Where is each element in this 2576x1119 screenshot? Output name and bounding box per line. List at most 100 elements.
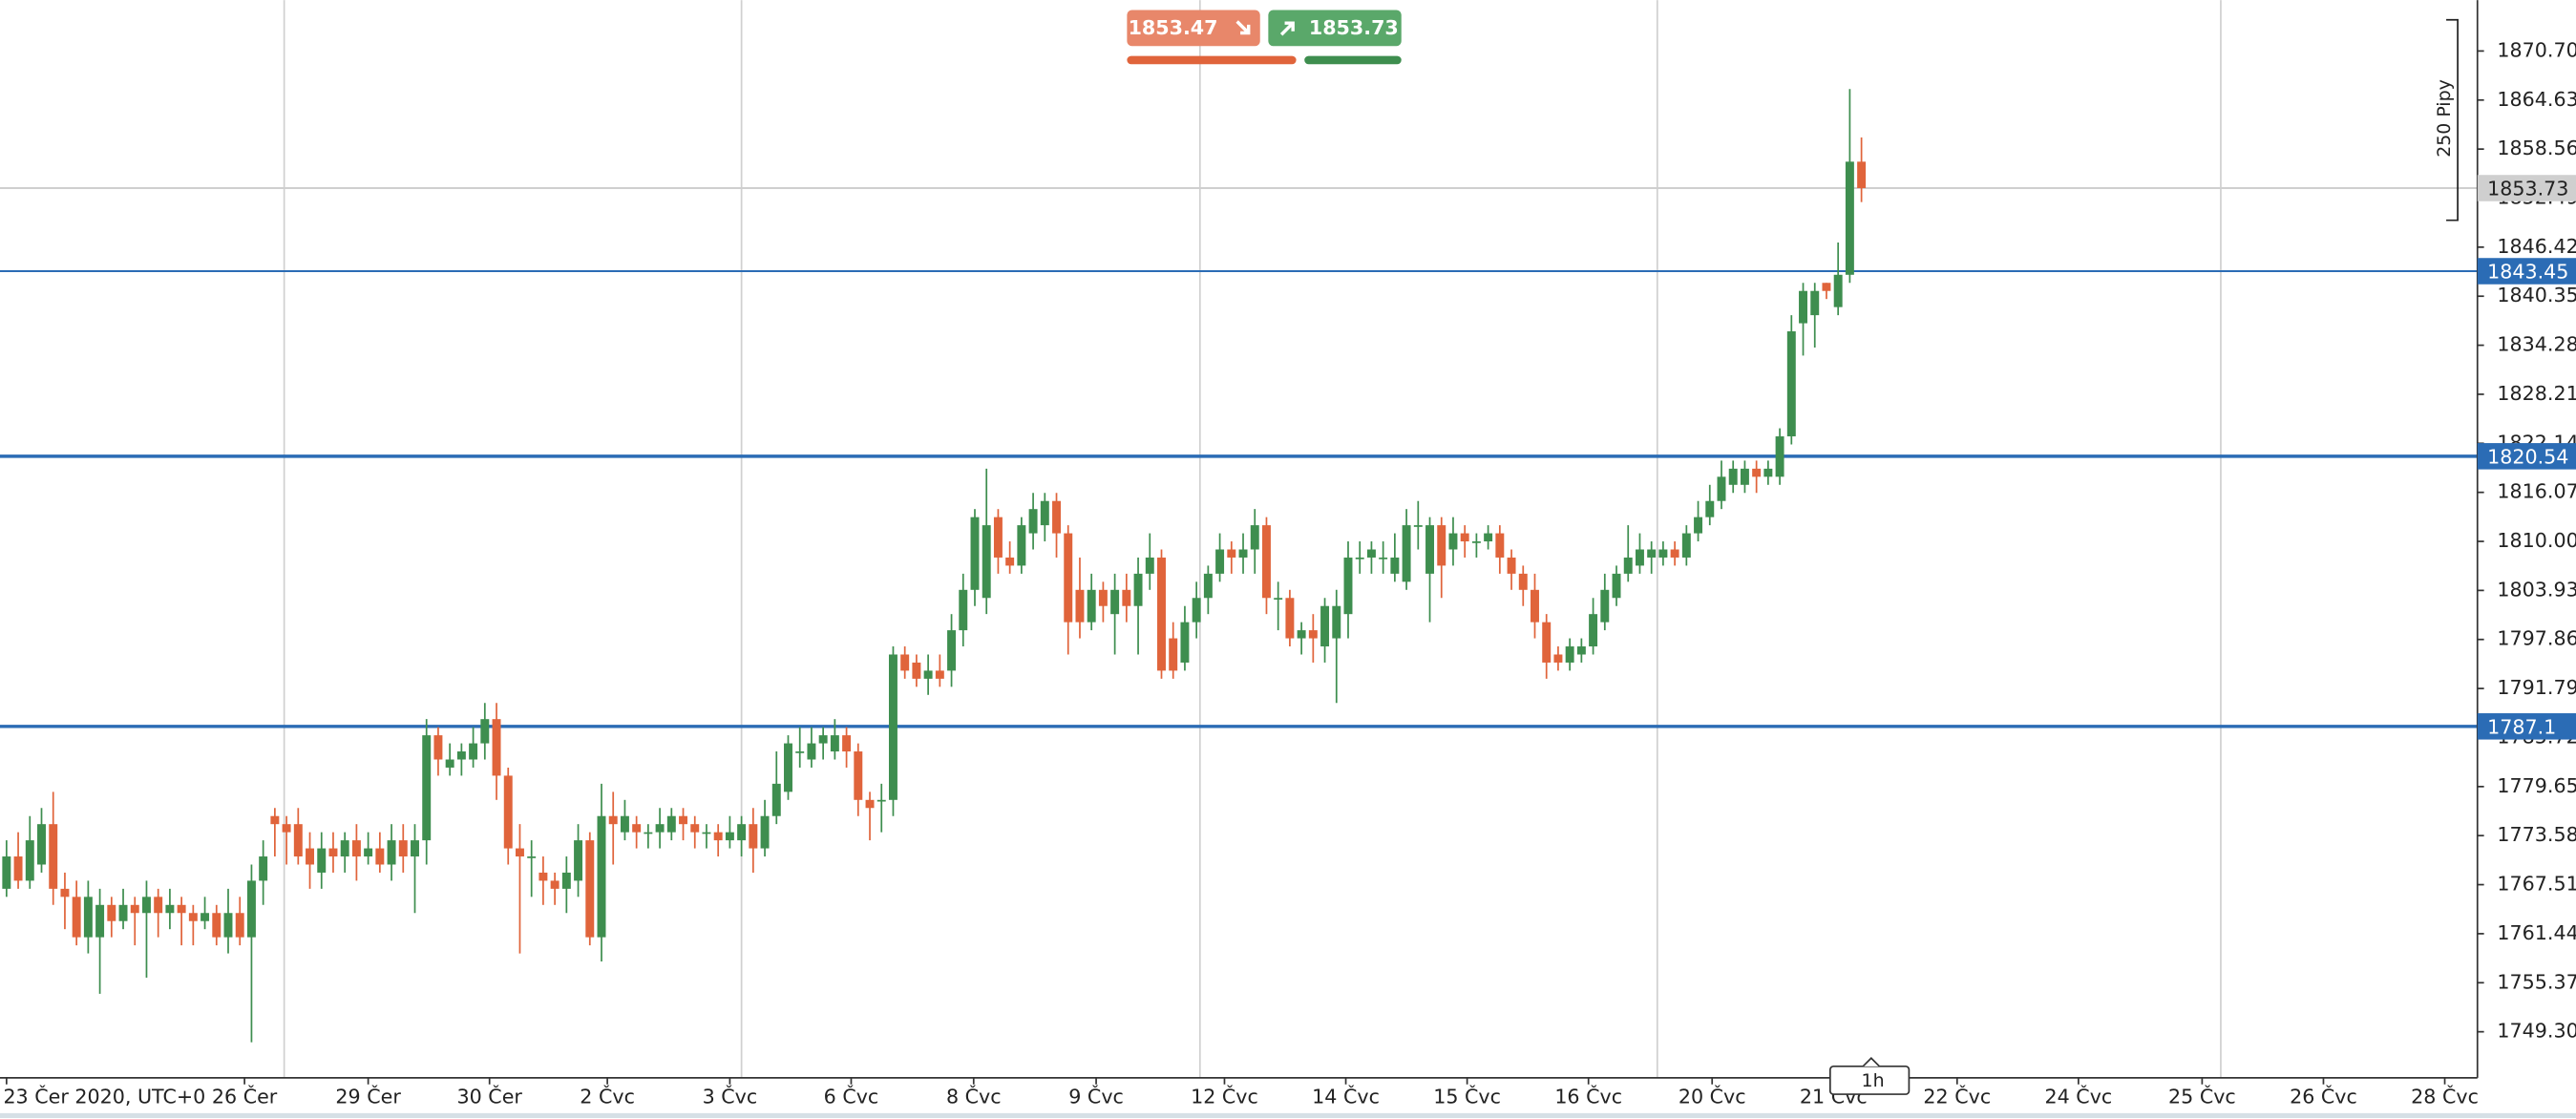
candle-body	[830, 735, 839, 752]
candle-body	[1728, 468, 1738, 485]
candle-body	[585, 840, 595, 938]
x-tick-label: 15 Čvc	[1433, 1085, 1501, 1108]
candle-body	[561, 872, 571, 889]
candle-body	[1250, 525, 1259, 550]
candle-body	[1740, 468, 1749, 485]
candle-body	[1098, 589, 1108, 606]
grid	[283, 0, 2222, 1078]
candle-body	[597, 815, 606, 938]
candle-body	[328, 848, 338, 857]
x-tick-label: 8 Čvc	[946, 1085, 1002, 1108]
level-label-box	[2477, 443, 2576, 470]
candle-body	[1238, 549, 1248, 558]
candle-body	[445, 759, 454, 768]
candle-body	[282, 824, 291, 833]
candle-body	[1203, 573, 1213, 599]
x-tick-label: 26 Čer	[212, 1085, 278, 1108]
axes: 1870.701864.631858.561852.491846.421840.…	[3, 38, 2576, 1108]
candle-body	[1600, 589, 1610, 623]
candle-body	[1297, 630, 1306, 639]
candle-body	[1717, 476, 1726, 501]
candle-body	[1075, 589, 1085, 623]
candle-body	[1553, 654, 1563, 663]
candle-body	[95, 904, 105, 938]
buy-box[interactable]	[1268, 10, 1402, 47]
sell-button[interactable]: 1853.47	[1127, 10, 1260, 47]
candle-body	[165, 904, 175, 914]
y-tick-label: 1797.86	[2497, 627, 2576, 650]
candle-body	[1635, 549, 1644, 566]
candle-body	[118, 904, 128, 921]
candle-body	[1681, 533, 1691, 558]
candle-body	[1040, 500, 1049, 526]
candle-body	[188, 913, 198, 921]
x-tick-label: 26 Čvc	[2290, 1085, 2357, 1108]
candle-body	[49, 824, 58, 889]
candle-body	[1518, 573, 1528, 590]
level-label: 1820.54	[2487, 446, 2568, 469]
x-tick-label: 23 Čer 2020, UTC+0	[3, 1085, 205, 1108]
sell-bar	[1127, 55, 1297, 65]
candle-body	[201, 913, 210, 921]
candle-body	[1285, 598, 1295, 639]
buy-arrow	[1279, 21, 1295, 36]
x-tick-label: 2 Čvc	[580, 1085, 635, 1108]
y-tick-label: 1755.37	[2497, 970, 2576, 993]
candle-body	[293, 824, 303, 857]
candle-body	[1355, 557, 1364, 560]
range-bracket	[2446, 18, 2459, 222]
candle-body	[387, 840, 396, 865]
candle-body	[737, 824, 747, 841]
candle-body	[1110, 589, 1120, 615]
candle-body	[900, 654, 910, 671]
candle-body	[1169, 638, 1178, 671]
candle-body	[1670, 549, 1679, 558]
candle-body	[1786, 331, 1796, 437]
candle-body	[1810, 290, 1820, 316]
candle-body	[690, 824, 700, 833]
level-label: 1843.45	[2487, 261, 2568, 284]
x-tick-label: 25 Čvc	[2168, 1085, 2236, 1108]
buy-price[interactable]: 1853.73	[1309, 16, 1399, 39]
buy-button[interactable]: 1853.73	[1268, 10, 1402, 47]
candle-body	[1402, 525, 1411, 582]
candle-body	[1799, 290, 1807, 324]
candle-body	[1471, 541, 1481, 543]
candle-body	[480, 719, 490, 744]
x-tick-label: 14 Čvc	[1312, 1085, 1380, 1108]
candle-body	[1507, 557, 1516, 574]
candle-body	[784, 743, 792, 792]
candle-body	[1320, 605, 1330, 647]
last-price-box	[2477, 175, 2576, 201]
candle-body	[469, 743, 478, 760]
candle-body	[1227, 549, 1236, 558]
candle-body	[411, 840, 419, 857]
sell-price[interactable]: 1853.47	[1129, 16, 1218, 39]
candle-body	[1052, 500, 1061, 534]
y-tick-label: 1761.44	[2497, 921, 2576, 944]
candle-body	[1005, 557, 1015, 566]
candle-body	[60, 888, 70, 897]
candle-body	[1192, 598, 1201, 623]
sell-box[interactable]	[1127, 10, 1260, 47]
x-tick-label: 6 Čvc	[824, 1085, 879, 1108]
candle-body	[492, 719, 501, 776]
timeframe-label[interactable]: 1h	[1862, 1070, 1885, 1091]
candle-body	[1542, 622, 1552, 663]
candle-body	[550, 880, 560, 889]
candle-body	[223, 913, 233, 938]
candles	[2, 89, 1867, 1043]
level-label: 1787.1	[2487, 716, 2556, 739]
candle-body	[865, 799, 875, 809]
candle-body	[1366, 549, 1376, 558]
candle-body	[760, 815, 770, 849]
candle-body	[364, 848, 373, 857]
candle-body	[888, 654, 897, 800]
x-tick-label: 12 Čvc	[1191, 1085, 1258, 1108]
x-tick-label: 30 Čer	[457, 1085, 523, 1108]
candle-body	[935, 670, 944, 679]
timeframe-selector[interactable]: 1h	[1828, 1057, 1911, 1095]
x-tick-label: 22 Čvc	[1923, 1085, 1991, 1108]
x-tick-label: 24 Čvc	[2045, 1085, 2113, 1108]
candle-body	[375, 848, 385, 865]
